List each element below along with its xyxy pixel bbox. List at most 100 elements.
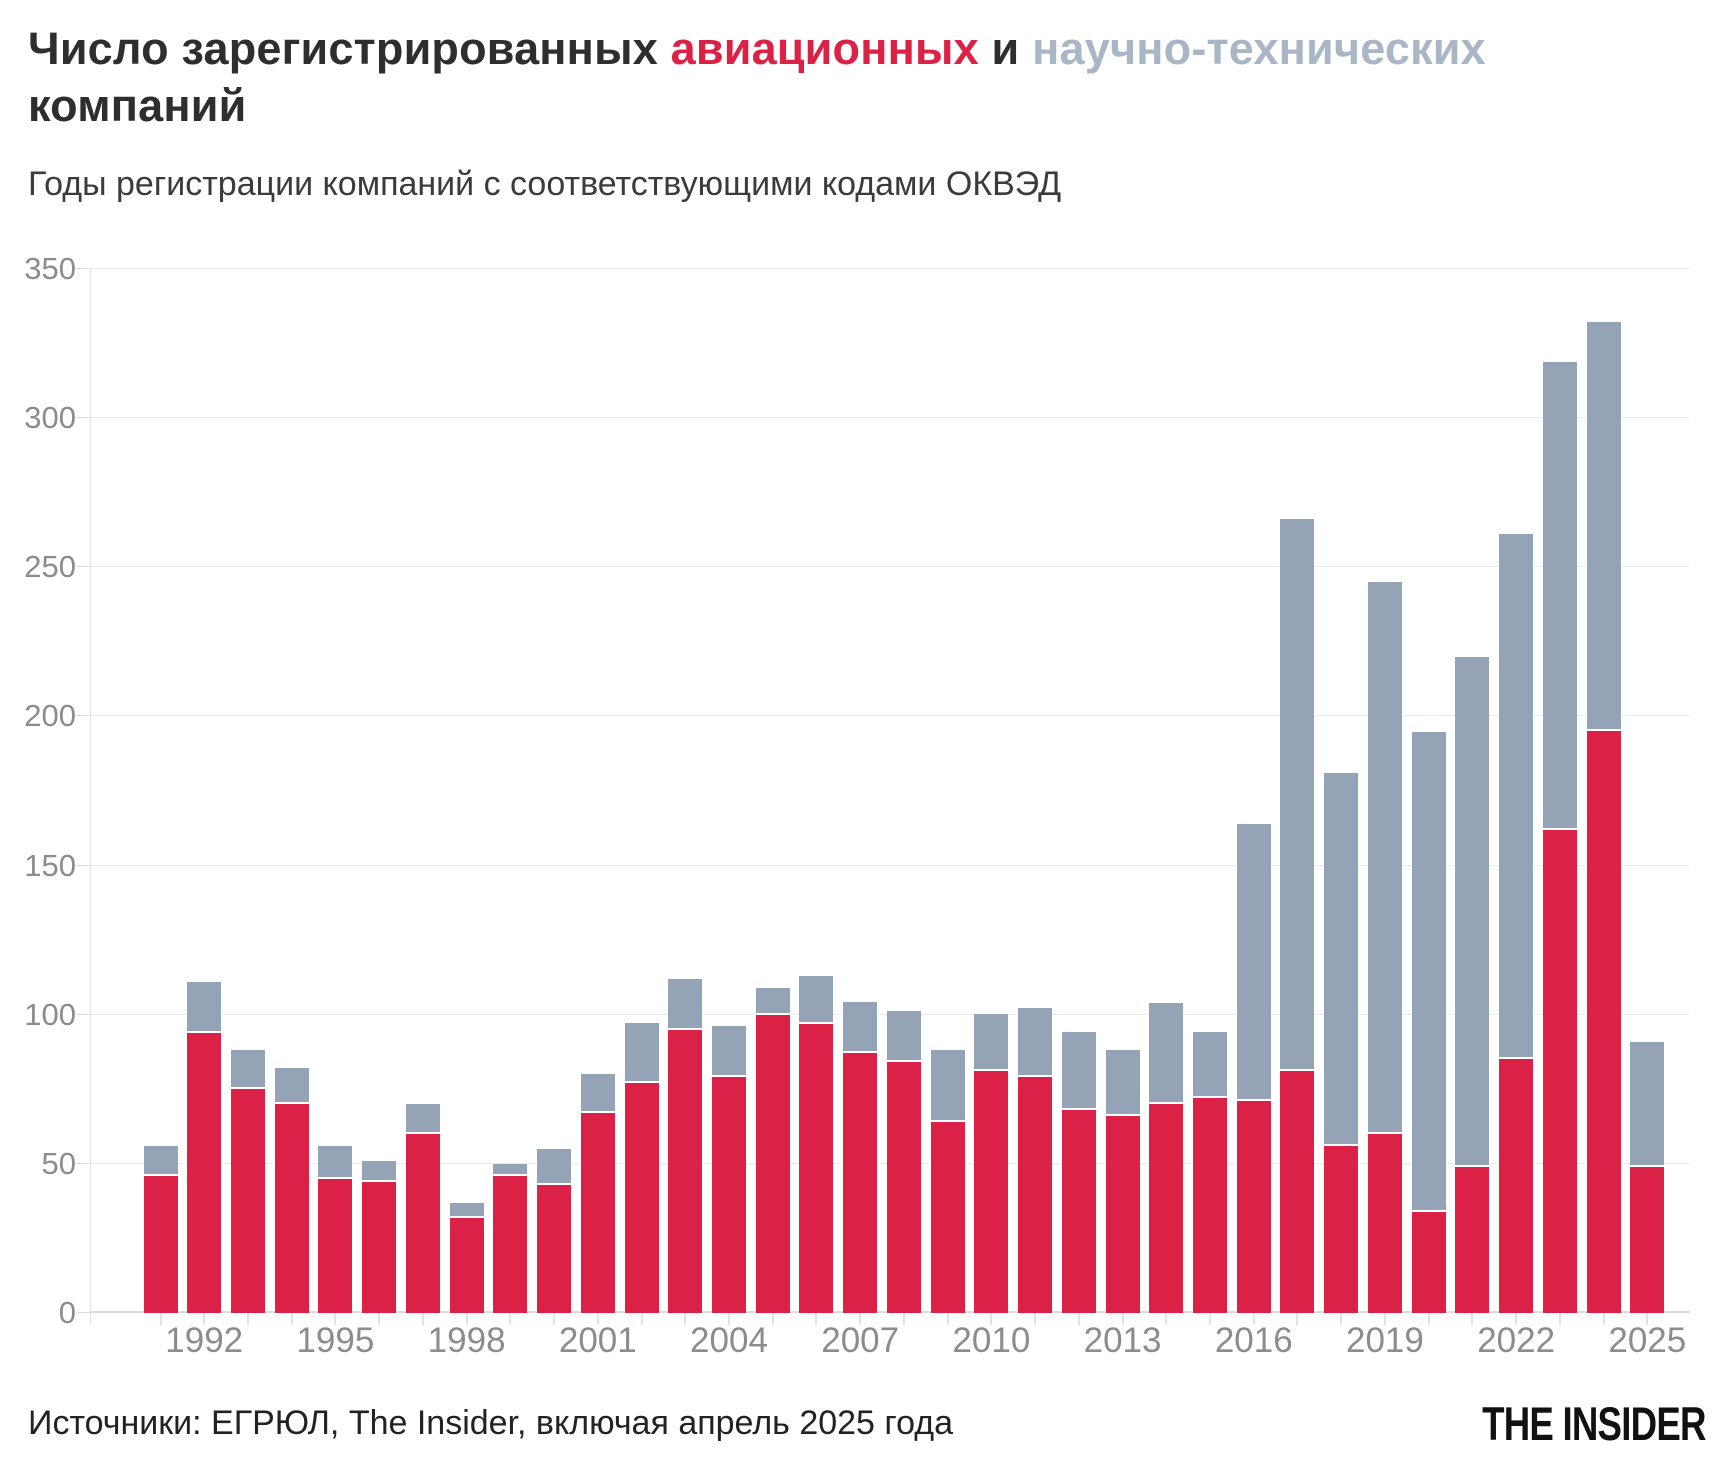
bar-segment-scitech-2006 — [799, 976, 834, 1024]
bar-segment-scitech-2015 — [1193, 1032, 1228, 1098]
bar-segment-scitech-1995 — [318, 1146, 353, 1179]
bar-segment-scitech-1992 — [187, 982, 222, 1033]
y-axis-label-200: 200 — [24, 698, 76, 734]
bar-segment-aviation-2013 — [1105, 1116, 1140, 1313]
bar-2003 — [668, 979, 703, 1313]
bar-2009 — [930, 1050, 965, 1313]
x-tick-1995 — [334, 1313, 337, 1325]
stacked-bar-chart: 1992 1995 1998 2001 2004 2007 2010 2013 2016 2019… — [0, 240, 1732, 1370]
bar-1992 — [187, 982, 222, 1313]
x-tick-2023 — [1558, 1313, 1561, 1325]
y-tick-150 — [76, 864, 90, 866]
bar-1993 — [230, 1050, 265, 1313]
bar-segment-scitech-2017 — [1280, 519, 1315, 1071]
bar-2023 — [1542, 362, 1577, 1313]
title-accent-aviation: авиационных — [670, 23, 979, 74]
x-tick-2025 — [1646, 1313, 1649, 1325]
y-axis-label-350: 350 — [24, 251, 76, 286]
bar-2021 — [1455, 657, 1490, 1313]
bar-segment-scitech-2023 — [1542, 362, 1577, 830]
bar-2014 — [1149, 1003, 1184, 1313]
bar-segment-scitech-2010 — [974, 1014, 1009, 1071]
bar-segment-aviation-1996 — [362, 1182, 397, 1313]
x-tick-2000 — [553, 1313, 556, 1325]
bar-1994 — [274, 1068, 309, 1313]
bar-segment-scitech-2000 — [537, 1149, 572, 1185]
gridline-150 — [90, 864, 1690, 866]
bar-2000 — [537, 1149, 572, 1313]
bar-1999 — [493, 1164, 528, 1313]
gridline-250 — [90, 566, 1690, 568]
bar-segment-aviation-2017 — [1280, 1071, 1315, 1313]
bar-segment-scitech-2007 — [843, 1002, 878, 1053]
bar-2024 — [1586, 322, 1621, 1313]
bar-segment-scitech-2018 — [1324, 773, 1359, 1146]
bar-segment-scitech-1991 — [143, 1146, 178, 1176]
bar-2005 — [755, 988, 790, 1313]
bar-segment-scitech-2021 — [1455, 657, 1490, 1167]
bar-segment-aviation-2004 — [711, 1077, 746, 1313]
title-text-2: и — [978, 23, 1033, 74]
bar-segment-aviation-1993 — [230, 1089, 265, 1313]
x-axis-label-2004: 2004 — [690, 1321, 768, 1360]
bar-segment-aviation-2005 — [755, 1015, 790, 1313]
x-tick-2021 — [1471, 1313, 1474, 1325]
page-title: Число зарегистрированных авиационных и н… — [28, 20, 1708, 134]
bar-segment-scitech-2011 — [1018, 1008, 1053, 1077]
bar-segment-aviation-2022 — [1499, 1059, 1534, 1313]
bar-segment-aviation-2025 — [1630, 1167, 1665, 1313]
bar-2018 — [1324, 773, 1359, 1313]
bar-segment-aviation-2020 — [1411, 1212, 1446, 1313]
bar-segment-aviation-2010 — [974, 1071, 1009, 1313]
bar-1995 — [318, 1146, 353, 1313]
bar-segment-aviation-2016 — [1236, 1101, 1271, 1313]
bar-2008 — [886, 1011, 921, 1313]
title-text-3: компаний — [28, 80, 247, 131]
bar-segment-scitech-2009 — [930, 1050, 965, 1122]
bar-2017 — [1280, 519, 1315, 1313]
bar-segment-aviation-2007 — [843, 1053, 878, 1313]
y-axis-label-50: 50 — [41, 1145, 76, 1181]
bar-segment-scitech-1998 — [449, 1203, 484, 1218]
x-tick-2020 — [1427, 1313, 1430, 1325]
bar-segment-aviation-2024 — [1586, 731, 1621, 1313]
x-tick-2006 — [815, 1313, 818, 1325]
gridline-200 — [90, 715, 1690, 717]
gridline-300 — [90, 417, 1690, 419]
x-tick-2018 — [1340, 1313, 1343, 1325]
bar-segment-scitech-2003 — [668, 979, 703, 1030]
x-tick-1996 — [378, 1313, 381, 1325]
bar-segment-aviation-2001 — [580, 1113, 615, 1313]
bar-1991 — [143, 1146, 178, 1313]
bar-segment-aviation-2002 — [624, 1083, 659, 1313]
x-axis-label-2007: 2007 — [821, 1321, 900, 1360]
bar-segment-scitech-1999 — [493, 1164, 528, 1176]
bar-segment-aviation-2008 — [886, 1062, 921, 1313]
bar-segment-scitech-2002 — [624, 1023, 659, 1083]
x-axis-label-2022: 2022 — [1477, 1321, 1556, 1360]
bar-segment-scitech-2016 — [1236, 824, 1271, 1101]
x-tick-2024 — [1602, 1313, 1605, 1325]
y-tick-300 — [76, 417, 90, 419]
bar-1997 — [405, 1104, 440, 1313]
x-tick-2003 — [684, 1313, 687, 1325]
x-tick-2019 — [1383, 1313, 1386, 1325]
bar-2020 — [1411, 732, 1446, 1313]
x-tick-2012 — [1077, 1313, 1080, 1325]
y-axis-label-250: 250 — [24, 549, 76, 585]
title-accent-scitech: научно-технических — [1032, 23, 1486, 74]
bar-segment-aviation-2019 — [1367, 1134, 1402, 1313]
bar-segment-scitech-2025 — [1630, 1042, 1665, 1167]
bar-2007 — [843, 1002, 878, 1313]
x-tick-2004 — [727, 1313, 730, 1325]
x-tick-2010 — [990, 1313, 993, 1325]
bar-segment-scitech-2020 — [1411, 732, 1446, 1212]
bar-segment-aviation-2012 — [1061, 1110, 1096, 1313]
bar-segment-aviation-2003 — [668, 1030, 703, 1313]
x-axis-label-2019: 2019 — [1346, 1321, 1424, 1360]
x-tick-2022 — [1515, 1313, 1518, 1325]
bar-segment-scitech-2014 — [1149, 1003, 1184, 1104]
x-tick-2005 — [771, 1313, 774, 1325]
bar-segment-aviation-1997 — [405, 1134, 440, 1313]
bar-segment-scitech-2005 — [755, 988, 790, 1015]
